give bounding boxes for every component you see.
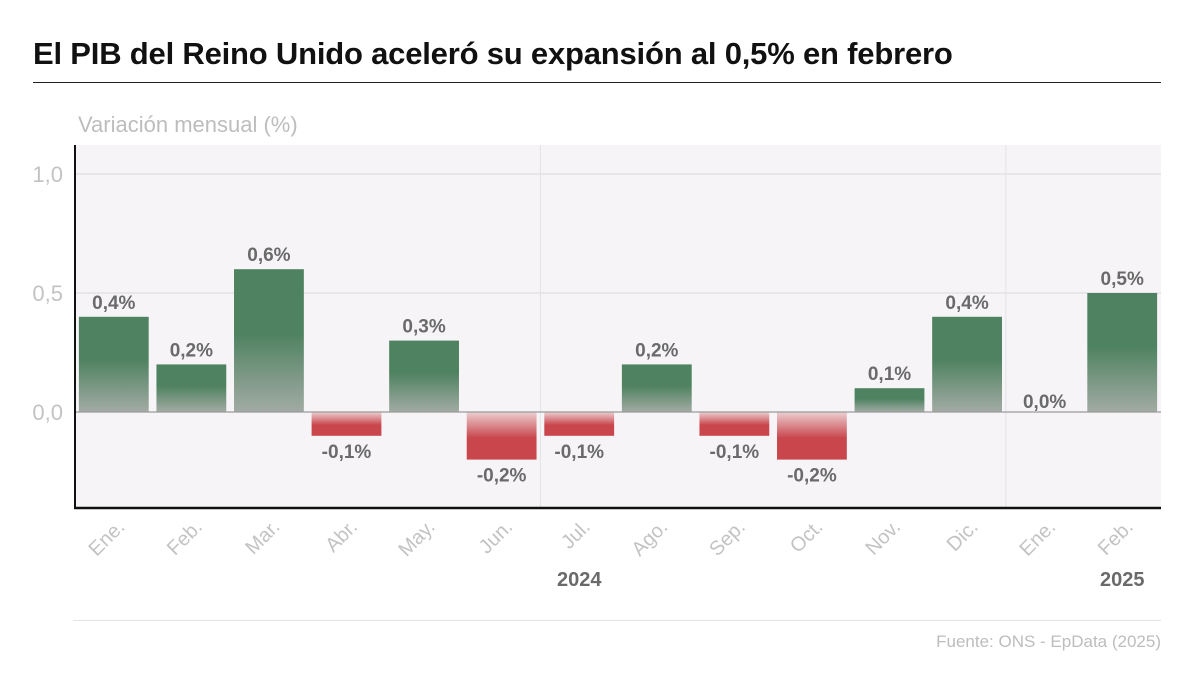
- bar: [78, 316, 149, 412]
- data-label: 0,4%: [92, 293, 135, 314]
- bar: [854, 388, 925, 412]
- year-label: 2025: [1100, 569, 1145, 591]
- x-tick-label: Ago.: [628, 516, 673, 561]
- data-label: 0,3%: [402, 317, 445, 338]
- y-tick-label: 0,0: [32, 400, 63, 425]
- data-label: 0,2%: [170, 340, 213, 361]
- bar: [466, 412, 537, 460]
- data-label: -0,2%: [477, 466, 527, 487]
- title-divider: [33, 82, 1161, 83]
- bar: [699, 412, 770, 436]
- bar: [311, 412, 382, 436]
- bar: [544, 412, 615, 436]
- bar: [389, 340, 459, 412]
- chart-title: El PIB del Reino Unido aceleró su expans…: [33, 36, 953, 71]
- data-label: 0,2%: [635, 340, 678, 361]
- y-tick-label: 0,5: [32, 281, 63, 306]
- bar: [777, 412, 847, 460]
- year-label: 2024: [557, 569, 602, 591]
- data-label: 0,6%: [247, 245, 290, 266]
- x-tick-label: Dic.: [943, 516, 983, 556]
- footer-divider: [73, 620, 1161, 621]
- x-tick-label: Mar.: [241, 516, 284, 559]
- data-label: -0,1%: [322, 442, 372, 463]
- data-label: 0,1%: [868, 364, 911, 385]
- y-axis-unit-label: Variación mensual (%): [78, 112, 298, 137]
- x-tick-label: Feb.: [163, 516, 207, 560]
- source-note: Fuente: ONS - EpData (2025): [936, 632, 1161, 651]
- data-label: -0,1%: [554, 442, 604, 463]
- x-tick-label: Jun.: [475, 516, 517, 558]
- x-tick-label: Oct.: [786, 516, 827, 557]
- x-tick-label: Sep.: [705, 516, 750, 561]
- bar: [621, 364, 692, 412]
- bar: [1087, 293, 1158, 412]
- bar: [156, 364, 227, 412]
- y-tick-label: 1,0: [32, 162, 63, 187]
- data-label: -0,1%: [710, 442, 760, 463]
- bar: [932, 316, 1002, 412]
- data-label: 0,0%: [1023, 392, 1066, 413]
- x-tick-label: Abr.: [321, 516, 362, 557]
- data-label: -0,2%: [787, 466, 837, 487]
- data-label: 0,5%: [1101, 269, 1144, 290]
- x-tick-label: Feb.: [1094, 516, 1138, 560]
- x-tick-label: May.: [394, 516, 439, 561]
- x-tick-label: Ene.: [1016, 516, 1061, 561]
- x-tick-label: Jul.: [557, 516, 595, 554]
- data-label: 0,4%: [945, 293, 988, 314]
- bar: [234, 269, 304, 412]
- x-tick-label: Nov.: [861, 516, 905, 560]
- x-tick-label: Ene.: [85, 516, 130, 561]
